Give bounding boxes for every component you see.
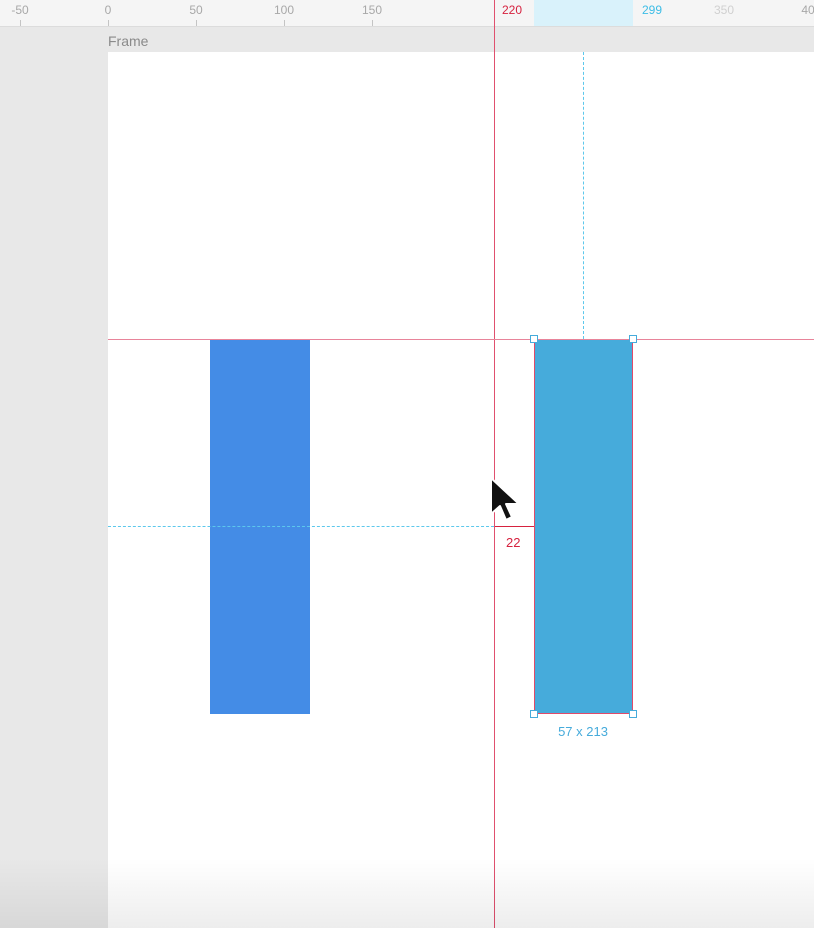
ruler-tick (20, 20, 21, 26)
spacing-measure-label: 22 (506, 535, 521, 550)
ruler-tick-label: 350 (713, 3, 735, 17)
horizontal-guide-red (108, 339, 814, 340)
resize-handle-top-left[interactable] (530, 335, 538, 343)
ruler-tick-label: -50 (11, 3, 29, 17)
selected-rectangle[interactable] (534, 339, 633, 714)
ruler-tick-label: 100 (273, 3, 295, 17)
ruler-guide-position: 220 (501, 3, 523, 17)
vertical-guide-red (494, 0, 495, 928)
spacing-measure-line (495, 526, 534, 527)
arrow-cursor-icon (490, 477, 520, 521)
ruler-tick-label: 0 (104, 3, 112, 17)
ruler-tick (108, 20, 109, 26)
vertical-guide-red-ruler (494, 0, 495, 52)
horizontal-center-guide-cyan (108, 526, 494, 527)
frame-label[interactable]: Frame (108, 33, 149, 49)
ruler-tick (372, 20, 373, 26)
ruler-selection-position: 299 (641, 3, 663, 17)
horizontal-ruler[interactable]: -50 0 50 100 150 220 299 350 40 (0, 0, 814, 27)
resize-handle-top-right[interactable] (629, 335, 637, 343)
ruler-tick (196, 20, 197, 26)
ruler-tick-label: 50 (189, 3, 203, 17)
resize-handle-bottom-left[interactable] (530, 710, 538, 718)
ruler-selection-highlight (534, 0, 633, 26)
ruler-tick-label: 40 (801, 3, 814, 17)
resize-handle-bottom-right[interactable] (629, 710, 637, 718)
ruler-tick (284, 20, 285, 26)
selection-dimensions-label: 57 x 213 (558, 724, 608, 739)
ruler-tick-label: 150 (361, 3, 383, 17)
vertical-center-guide-cyan (583, 52, 584, 339)
